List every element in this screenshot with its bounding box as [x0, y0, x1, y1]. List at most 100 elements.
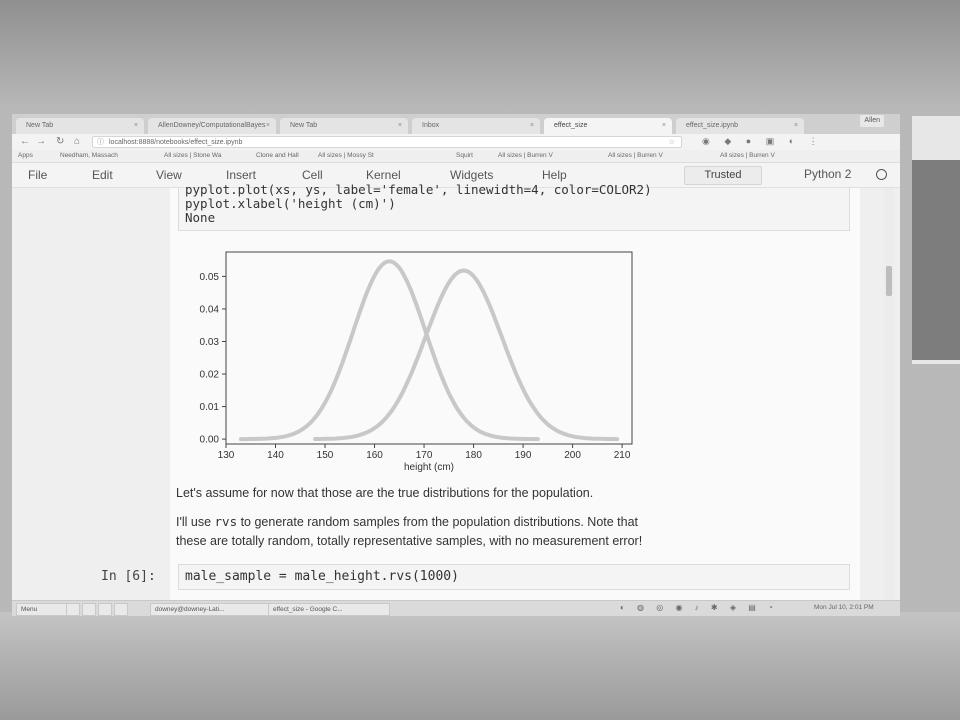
bookmark-item[interactable]: All sizes | Burren V — [608, 152, 663, 159]
screen: New Tab × AllenDowney/ComputationalBayes ×… — [12, 114, 900, 616]
notebook-area: pyplot.plot(xs, ys, label='female', line… — [12, 182, 900, 600]
kernel-name: Python 2 — [804, 167, 852, 181]
browser-icon[interactable] — [114, 603, 128, 616]
y-tick-label: 0.03 — [200, 337, 220, 348]
menu-cell[interactable]: Cell — [302, 168, 323, 182]
y-tick-label: 0.04 — [200, 304, 220, 315]
md-text: these are totally random, totally repres… — [176, 534, 643, 548]
menu-edit[interactable]: Edit — [92, 168, 113, 182]
back-icon[interactable]: ← — [20, 136, 30, 147]
side-window — [912, 116, 960, 364]
close-icon[interactable]: × — [529, 122, 534, 129]
start-menu-button[interactable]: Menu — [16, 603, 70, 616]
markdown-text: Let's assume for now that those are the … — [176, 486, 594, 500]
close-icon[interactable]: × — [397, 122, 402, 129]
cell-code[interactable]: male_sample = male_height.rvs(1000) — [185, 569, 459, 584]
menu-kernel[interactable]: Kernel — [366, 168, 401, 182]
x-tick-label: 150 — [317, 450, 334, 461]
code-line: pyplot.xlabel('height (cm)') — [185, 196, 396, 211]
code-cell[interactable]: In [6]: male_sample = male_height.rvs(10… — [101, 564, 850, 590]
bookmark-star-icon[interactable]: ☆ — [668, 139, 675, 146]
bookmarks-bar: Apps Needham, Massach All sizes | Stone … — [12, 150, 900, 163]
bookmark-item[interactable]: All sizes | Burren V — [498, 152, 553, 159]
density-chart: 130 140 150 160 170 180 190 200 210 0.00 0.01 0.02 0… — [200, 251, 633, 473]
x-tick-label: 210 — [614, 450, 631, 461]
file-manager-icon[interactable] — [82, 603, 96, 616]
inline-code: rvs — [214, 514, 238, 529]
close-icon[interactable]: × — [793, 122, 798, 129]
bookmark-item[interactable]: All sizes | Mossy St — [318, 152, 374, 159]
browser-tab-active[interactable]: effect_size × — [544, 118, 672, 134]
x-tick-label: 140 — [267, 450, 284, 461]
close-icon[interactable]: × — [133, 122, 138, 129]
menu-widgets[interactable]: Widgets — [450, 168, 494, 182]
show-desktop-icon[interactable] — [66, 603, 80, 616]
browser-tab[interactable]: New Tab × — [280, 118, 408, 134]
menu-insert[interactable]: Insert — [226, 168, 257, 182]
md-text: to generate random samples from the popu… — [237, 515, 639, 529]
home-icon[interactable]: ⌂ — [74, 136, 81, 147]
code-line: pyplot.plot(xs, ys, label='female', line… — [185, 182, 652, 197]
x-tick-label: 200 — [564, 450, 581, 461]
taskbar-window[interactable]: effect_size - Google C... — [268, 603, 390, 616]
tab-label: effect_size.ipynb — [686, 122, 739, 129]
trusted-indicator[interactable]: Trusted — [684, 166, 762, 185]
extension-icons[interactable]: ◉ ◆ ● ▣ ◐ ⋮ — [702, 136, 824, 146]
browser-tab[interactable]: AllenDowney/ComputationalBayes × — [148, 118, 276, 134]
tab-label: AllenDowney/ComputationalBayes — [158, 122, 266, 129]
tab-label: effect_size — [554, 122, 588, 129]
tab-label: New Tab — [26, 122, 54, 129]
menu-view[interactable]: View — [156, 168, 182, 182]
bookmark-item[interactable]: Needham, Massach — [60, 152, 118, 159]
browser-tab[interactable]: New Tab × — [16, 118, 144, 134]
forward-icon[interactable]: → — [36, 136, 46, 147]
kernel-status-icon — [876, 169, 887, 180]
density-curve-2 — [313, 268, 620, 442]
plot-output: 130 140 150 160 170 180 190 200 210 0.00 0.01 0.02 0… — [200, 240, 640, 473]
browser-tab[interactable]: effect_size.ipynb × — [676, 118, 804, 134]
reload-icon[interactable]: ↻ — [56, 136, 65, 147]
x-tick-label: 170 — [416, 450, 433, 461]
bookmark-item[interactable]: All sizes | Burren V — [720, 152, 775, 159]
menu-file[interactable]: File — [28, 168, 48, 182]
x-tick-label: 180 — [465, 450, 482, 461]
info-icon[interactable]: ⓘ — [97, 139, 104, 146]
browser-tab-bar: New Tab × AllenDowney/ComputationalBayes ×… — [12, 114, 900, 134]
md-text: I'll use — [176, 515, 215, 529]
cell-prompt: In [6]: — [101, 569, 156, 584]
close-icon[interactable]: × — [661, 122, 666, 129]
x-axis-label: height (cm) — [404, 462, 454, 473]
x-tick-label: 190 — [515, 450, 532, 461]
os-taskbar: Menu downey@downey-Lati... effect_size -… — [12, 600, 900, 616]
bookmark-item[interactable]: Clone and Hall — [256, 152, 299, 159]
close-icon[interactable]: × — [265, 122, 270, 129]
code-output: None — [185, 210, 216, 225]
markdown-text: I'll use rvs to generate random samples … — [176, 512, 642, 551]
notebook-page: pyplot.plot(xs, ys, label='female', line… — [101, 182, 860, 600]
bookmark-apps[interactable]: Apps — [18, 152, 33, 159]
tab-label: Inbox — [422, 122, 440, 129]
x-tick-label: 130 — [218, 450, 235, 461]
density-curve-1 — [238, 259, 540, 442]
menu-help[interactable]: Help — [542, 168, 567, 182]
address-row: ← → ↻ ⌂ ⓘ localhost:8888/notebooks/effec… — [12, 134, 900, 150]
address-bar[interactable]: ⓘ localhost:8888/notebooks/effect_size.i… — [92, 136, 682, 148]
y-tick-label: 0.00 — [200, 435, 220, 446]
y-tick-label: 0.01 — [200, 402, 220, 413]
terminal-icon[interactable] — [98, 603, 112, 616]
jupyter-menubar: File Edit View Insert Cell Kernel Widget… — [12, 163, 900, 188]
system-tray-icons[interactable]: ◐ ◍ ◎ ◉ ♪ ✱ ◈ ▤ ◔ — [620, 603, 778, 612]
background-bottom — [0, 612, 960, 720]
browser-tab[interactable]: Inbox × — [412, 118, 540, 134]
tab-label: New Tab — [290, 122, 318, 129]
scrollbar[interactable] — [884, 188, 894, 600]
y-tick-label: 0.05 — [200, 272, 220, 283]
bookmark-item[interactable]: All sizes | Stone Wa — [164, 152, 222, 159]
scroll-thumb[interactable] — [886, 266, 892, 296]
url-text: localhost:8888/notebooks/effect_size.ipy… — [109, 139, 243, 146]
x-tick-label: 160 — [366, 450, 383, 461]
bookmark-item[interactable]: Squirt — [456, 152, 473, 159]
previous-code-cell[interactable]: pyplot.plot(xs, ys, label='female', line… — [178, 182, 850, 231]
taskbar-window[interactable]: downey@downey-Lati... — [150, 603, 272, 616]
window-user-badge[interactable]: Allen — [860, 115, 884, 127]
